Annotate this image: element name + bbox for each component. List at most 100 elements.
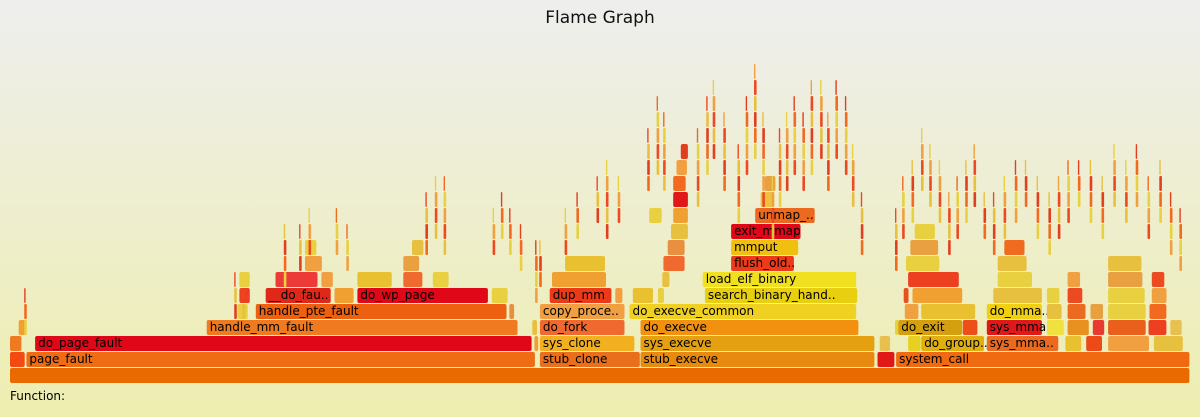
flame-frame-rect[interactable] (1108, 336, 1149, 351)
flame-frame-rect[interactable] (904, 304, 919, 319)
flame-frame-rect[interactable] (242, 288, 244, 303)
flame-frame[interactable] (1004, 240, 1025, 255)
flame-frame-rect[interactable] (403, 256, 420, 271)
flame-frame-rect[interactable] (986, 336, 1059, 351)
flame-frame-rect[interactable] (911, 176, 915, 191)
flame-frame-rect[interactable] (656, 112, 660, 127)
flame-frame-rect[interactable] (723, 128, 726, 143)
flame-frame-rect[interactable] (938, 160, 941, 175)
flame-frame-rect[interactable] (673, 208, 688, 223)
flame-frame-rect[interactable] (255, 304, 507, 319)
flame-frame-rect[interactable] (702, 272, 857, 287)
flame-frame-rect[interactable] (712, 144, 716, 159)
flame-frame-rect[interactable] (1048, 240, 1051, 255)
flame-frame-rect[interactable] (948, 208, 951, 223)
flame-frame-rect[interactable] (425, 240, 428, 255)
flame-frame[interactable] (239, 288, 250, 303)
flame-frame-rect[interactable] (656, 160, 660, 175)
flame-frame[interactable] (1046, 304, 1062, 319)
flame-frame-rect[interactable] (1113, 160, 1116, 175)
flame-frame-rect[interactable] (615, 288, 623, 303)
flame-frame-rect[interactable] (1169, 224, 1173, 239)
flame-frame-rect[interactable] (308, 240, 312, 255)
flame-frame-rect[interactable] (820, 144, 823, 159)
flame-frame-rect[interactable] (778, 160, 782, 175)
flame-frame[interactable] (534, 336, 539, 351)
flame-frame-rect[interactable] (1179, 240, 1182, 255)
flame-frame-rect[interactable] (1077, 176, 1081, 191)
flame-frame-rect[interactable] (1014, 160, 1017, 175)
flame-frame-rect[interactable] (793, 96, 795, 111)
flame-frame-rect[interactable] (24, 304, 27, 319)
flame-frame-rect[interactable] (647, 144, 650, 159)
flame-frame-rect[interactable] (667, 240, 685, 255)
flame-frame-rect[interactable] (1048, 224, 1051, 239)
flame-frame-rect[interactable] (509, 224, 512, 239)
flame-frame-rect[interactable] (820, 112, 823, 127)
flame-frame-rect[interactable] (632, 288, 653, 303)
flame-frame-rect[interactable] (1169, 208, 1173, 223)
flame-frame-rect[interactable] (443, 208, 447, 223)
flame-frame-rect[interactable] (509, 304, 515, 319)
flame-frame-rect[interactable] (771, 224, 775, 239)
flame-frame-rect[interactable] (1086, 336, 1102, 351)
flame-frame[interactable]: search_binary_hand.. (704, 288, 858, 303)
flame-frame[interactable] (1090, 304, 1104, 319)
flame-frame-rect[interactable] (576, 192, 578, 207)
flame-frame-rect[interactable] (706, 160, 709, 175)
flame-frame-rect[interactable] (1153, 336, 1183, 351)
flame-frame-rect[interactable] (357, 272, 392, 287)
flame-frame-rect[interactable] (357, 288, 488, 303)
flame-frame-rect[interactable] (565, 256, 605, 271)
flame-frame-rect[interactable] (539, 320, 625, 335)
flame-frame-rect[interactable] (656, 128, 660, 143)
flame-frame-rect[interactable] (948, 192, 950, 207)
flame-frame-rect[interactable] (810, 128, 814, 143)
flame-frame-rect[interactable] (1067, 192, 1070, 207)
flame-frame[interactable]: system_call (896, 352, 1190, 367)
flame-frame-rect[interactable] (239, 272, 250, 287)
flame-frame-rect[interactable] (762, 128, 765, 143)
flame-frame-rect[interactable] (1036, 208, 1040, 223)
flame-frame[interactable] (910, 240, 939, 255)
flame-frame-rect[interactable] (534, 336, 539, 351)
flame-frame-rect[interactable] (605, 160, 608, 175)
flame-frame-rect[interactable] (640, 352, 875, 367)
flame-frame[interactable]: do_group.. (921, 336, 988, 351)
flame-frame-rect[interactable] (1048, 192, 1050, 207)
flame-frame[interactable] (1046, 320, 1064, 335)
flame-frame-rect[interactable] (938, 192, 942, 207)
flame-frame-rect[interactable] (835, 96, 838, 111)
flame-frame-rect[interactable] (696, 160, 700, 175)
flame-frame-rect[interactable] (921, 336, 984, 351)
flame-frame-rect[interactable] (24, 288, 26, 303)
flame-frame-rect[interactable] (1135, 160, 1139, 175)
flame-frame-rect[interactable] (680, 144, 688, 159)
flame-frame-rect[interactable] (1046, 304, 1062, 319)
flame-frame[interactable] (671, 224, 688, 239)
flame-frame-rect[interactable] (299, 240, 302, 255)
flame-frame-rect[interactable] (1057, 224, 1061, 239)
flame-frame-rect[interactable] (844, 112, 848, 127)
flame-frame-rect[interactable] (1024, 160, 1027, 175)
flame-frame-rect[interactable] (335, 224, 339, 239)
flame-frame-rect[interactable] (771, 192, 775, 207)
flame-frame-rect[interactable] (605, 208, 609, 223)
flame-frame-rect[interactable] (731, 224, 801, 239)
flame-frame-rect[interactable] (820, 80, 822, 95)
flame-frame-rect[interactable] (321, 272, 333, 287)
flame-frame-rect[interactable] (902, 192, 905, 207)
flame-frame-rect[interactable] (1113, 144, 1115, 159)
flame-frame-rect[interactable] (712, 128, 716, 143)
flame-frame[interactable] (914, 224, 935, 239)
flame-frame-rect[interactable] (778, 128, 781, 143)
flame-frame-rect[interactable] (640, 336, 875, 351)
flame-frame-rect[interactable] (1014, 192, 1018, 207)
flame-frame-rect[interactable] (844, 128, 848, 143)
flame-frame[interactable] (997, 272, 1032, 287)
flame-frame-rect[interactable] (1067, 176, 1070, 191)
flame-frame-rect[interactable] (1014, 176, 1018, 191)
flame-frame-rect[interactable] (663, 160, 666, 175)
flame-frame-rect[interactable] (911, 160, 913, 175)
flame-frame-rect[interactable] (860, 224, 864, 239)
